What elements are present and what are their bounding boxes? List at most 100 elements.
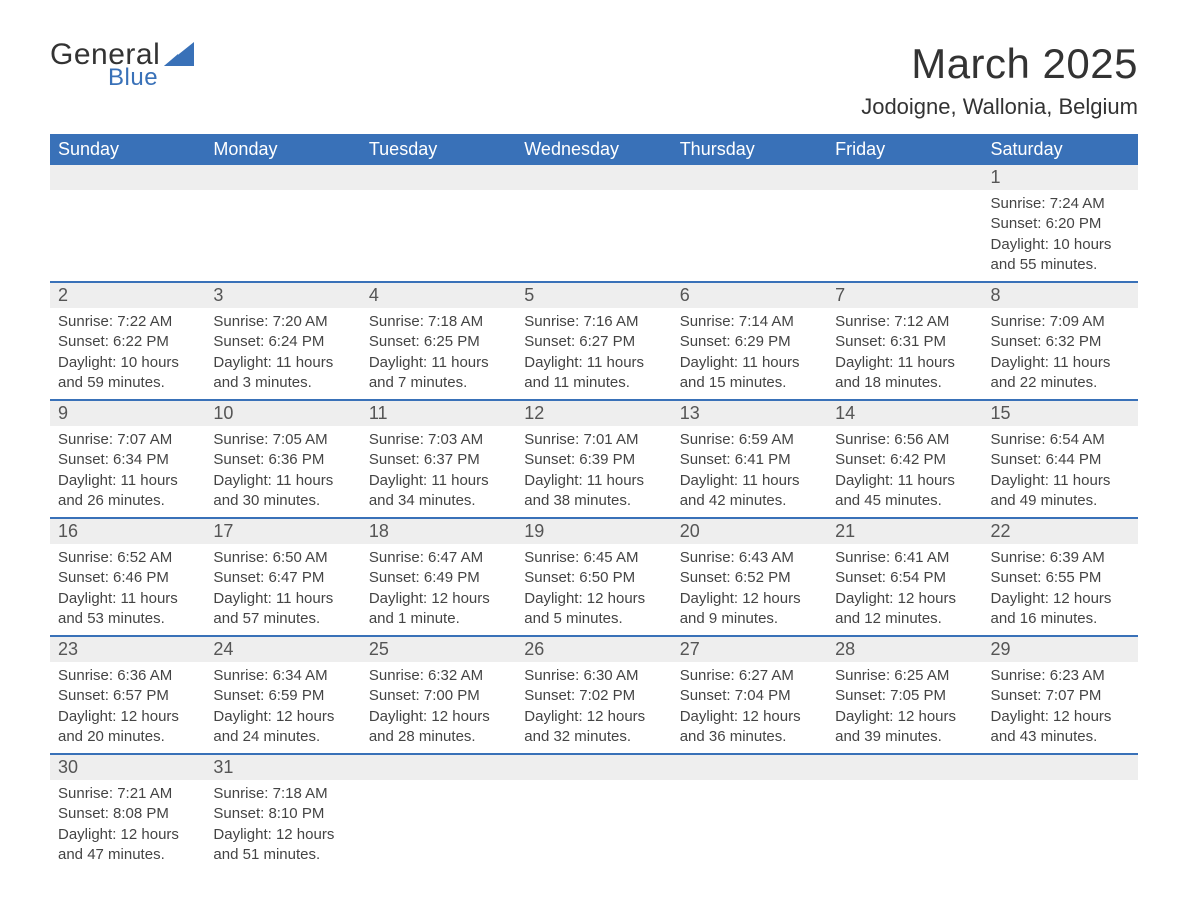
day-details: Sunrise: 6:30 AMSunset: 7:02 PMDaylight:… (516, 662, 671, 754)
day-details (516, 190, 671, 282)
day-details: Sunrise: 7:18 AMSunset: 8:10 PMDaylight:… (205, 780, 360, 871)
details-row: Sunrise: 7:21 AMSunset: 8:08 PMDaylight:… (50, 780, 1138, 871)
details-row: Sunrise: 7:22 AMSunset: 6:22 PMDaylight:… (50, 308, 1138, 400)
day-details (50, 190, 205, 282)
day-number: 25 (361, 636, 516, 662)
day-number (827, 165, 982, 190)
day-details: Sunrise: 7:01 AMSunset: 6:39 PMDaylight:… (516, 426, 671, 518)
day-details: Sunrise: 6:56 AMSunset: 6:42 PMDaylight:… (827, 426, 982, 518)
logo: General Blue (50, 40, 194, 90)
day-header: Sunday (50, 134, 205, 165)
day-details (361, 780, 516, 871)
day-number: 8 (983, 282, 1138, 308)
day-number (205, 165, 360, 190)
day-details: Sunrise: 7:14 AMSunset: 6:29 PMDaylight:… (672, 308, 827, 400)
day-number: 2 (50, 282, 205, 308)
day-details: Sunrise: 7:05 AMSunset: 6:36 PMDaylight:… (205, 426, 360, 518)
day-header: Wednesday (516, 134, 671, 165)
day-number: 14 (827, 400, 982, 426)
day-number (672, 754, 827, 780)
day-number (516, 165, 671, 190)
day-number: 19 (516, 518, 671, 544)
logo-text: General Blue (50, 40, 160, 90)
day-number (50, 165, 205, 190)
details-row: Sunrise: 6:36 AMSunset: 6:57 PMDaylight:… (50, 662, 1138, 754)
day-header: Thursday (672, 134, 827, 165)
day-details: Sunrise: 6:39 AMSunset: 6:55 PMDaylight:… (983, 544, 1138, 636)
day-details: Sunrise: 6:25 AMSunset: 7:05 PMDaylight:… (827, 662, 982, 754)
day-number (361, 754, 516, 780)
day-details (361, 190, 516, 282)
day-details: Sunrise: 6:34 AMSunset: 6:59 PMDaylight:… (205, 662, 360, 754)
header: General Blue March 2025 Jodoigne, Wallon… (50, 40, 1138, 120)
day-details: Sunrise: 6:54 AMSunset: 6:44 PMDaylight:… (983, 426, 1138, 518)
day-number: 7 (827, 282, 982, 308)
day-details: Sunrise: 6:32 AMSunset: 7:00 PMDaylight:… (361, 662, 516, 754)
day-details: Sunrise: 7:20 AMSunset: 6:24 PMDaylight:… (205, 308, 360, 400)
day-number (827, 754, 982, 780)
logo-triangle-icon (164, 42, 194, 68)
day-number: 22 (983, 518, 1138, 544)
day-details: Sunrise: 7:24 AMSunset: 6:20 PMDaylight:… (983, 190, 1138, 282)
day-number (361, 165, 516, 190)
day-details: Sunrise: 7:12 AMSunset: 6:31 PMDaylight:… (827, 308, 982, 400)
day-number: 12 (516, 400, 671, 426)
daynum-row: 30 31 (50, 754, 1138, 780)
title-block: March 2025 Jodoigne, Wallonia, Belgium (861, 40, 1138, 120)
details-row: Sunrise: 6:52 AMSunset: 6:46 PMDaylight:… (50, 544, 1138, 636)
day-number: 26 (516, 636, 671, 662)
day-number: 17 (205, 518, 360, 544)
day-details (672, 780, 827, 871)
day-number (516, 754, 671, 780)
day-details: Sunrise: 6:23 AMSunset: 7:07 PMDaylight:… (983, 662, 1138, 754)
day-details: Sunrise: 6:50 AMSunset: 6:47 PMDaylight:… (205, 544, 360, 636)
day-details: Sunrise: 7:18 AMSunset: 6:25 PMDaylight:… (361, 308, 516, 400)
day-number: 30 (50, 754, 205, 780)
day-number: 10 (205, 400, 360, 426)
day-number (672, 165, 827, 190)
day-number (983, 754, 1138, 780)
day-details (983, 780, 1138, 871)
day-details: Sunrise: 7:07 AMSunset: 6:34 PMDaylight:… (50, 426, 205, 518)
details-row: Sunrise: 7:24 AMSunset: 6:20 PMDaylight:… (50, 190, 1138, 282)
day-number: 23 (50, 636, 205, 662)
logo-line2: Blue (108, 66, 160, 90)
day-details: Sunrise: 6:52 AMSunset: 6:46 PMDaylight:… (50, 544, 205, 636)
calendar-table: Sunday Monday Tuesday Wednesday Thursday… (50, 134, 1138, 871)
day-details: Sunrise: 6:47 AMSunset: 6:49 PMDaylight:… (361, 544, 516, 636)
day-number: 28 (827, 636, 982, 662)
day-number: 11 (361, 400, 516, 426)
day-details: Sunrise: 6:27 AMSunset: 7:04 PMDaylight:… (672, 662, 827, 754)
day-number: 5 (516, 282, 671, 308)
day-details: Sunrise: 7:16 AMSunset: 6:27 PMDaylight:… (516, 308, 671, 400)
details-row: Sunrise: 7:07 AMSunset: 6:34 PMDaylight:… (50, 426, 1138, 518)
daynum-row: 2 3 4 5 6 7 8 (50, 282, 1138, 308)
day-details: Sunrise: 7:21 AMSunset: 8:08 PMDaylight:… (50, 780, 205, 871)
month-title: March 2025 (861, 40, 1138, 88)
daynum-row: 23 24 25 26 27 28 29 (50, 636, 1138, 662)
day-number: 1 (983, 165, 1138, 190)
location: Jodoigne, Wallonia, Belgium (861, 94, 1138, 120)
day-number: 3 (205, 282, 360, 308)
day-details (672, 190, 827, 282)
day-details (827, 780, 982, 871)
day-details: Sunrise: 7:09 AMSunset: 6:32 PMDaylight:… (983, 308, 1138, 400)
day-number: 29 (983, 636, 1138, 662)
day-number: 24 (205, 636, 360, 662)
day-number: 6 (672, 282, 827, 308)
day-number: 21 (827, 518, 982, 544)
day-number: 16 (50, 518, 205, 544)
day-details: Sunrise: 6:41 AMSunset: 6:54 PMDaylight:… (827, 544, 982, 636)
daynum-row: 1 (50, 165, 1138, 190)
day-number: 20 (672, 518, 827, 544)
day-number: 9 (50, 400, 205, 426)
day-details: Sunrise: 6:43 AMSunset: 6:52 PMDaylight:… (672, 544, 827, 636)
day-number: 18 (361, 518, 516, 544)
day-header: Tuesday (361, 134, 516, 165)
day-number: 4 (361, 282, 516, 308)
daynum-row: 9 10 11 12 13 14 15 (50, 400, 1138, 426)
day-details (827, 190, 982, 282)
day-details: Sunrise: 7:22 AMSunset: 6:22 PMDaylight:… (50, 308, 205, 400)
day-details (205, 190, 360, 282)
day-header-row: Sunday Monday Tuesday Wednesday Thursday… (50, 134, 1138, 165)
